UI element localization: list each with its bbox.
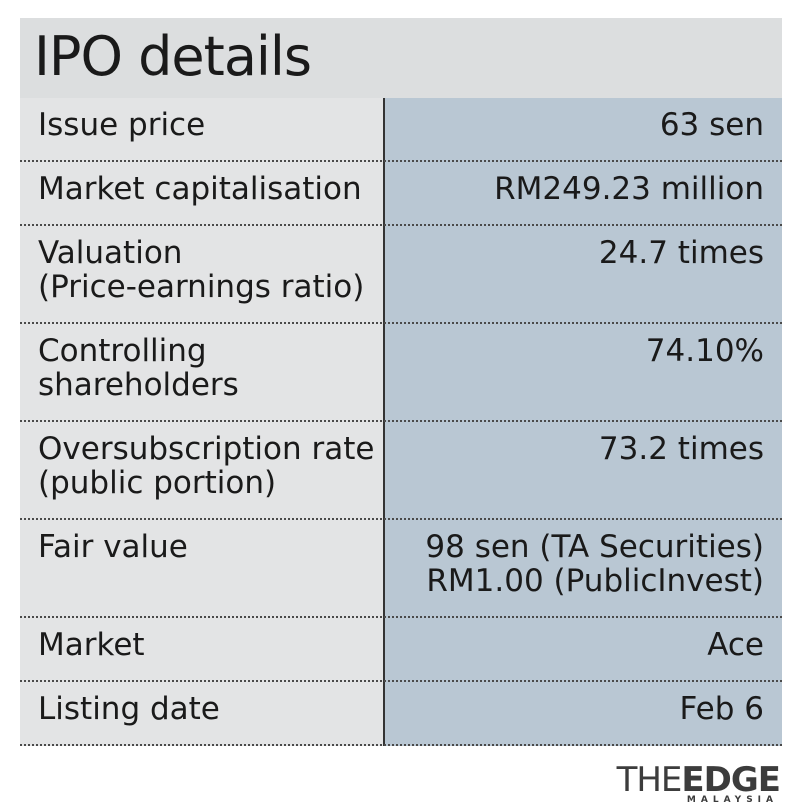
table-row: Controlling shareholders 74.10%	[20, 324, 782, 422]
label-line: Valuation	[38, 235, 183, 271]
column-divider	[383, 422, 385, 520]
row-label: Fair value	[20, 520, 383, 618]
row-label: Valuation (Price-earnings ratio)	[20, 226, 383, 324]
table-row: Oversubscription rate (public portion) 7…	[20, 422, 782, 520]
column-divider	[383, 682, 385, 746]
value-line: 74.10%	[645, 333, 764, 369]
value-line: 63 sen	[659, 107, 764, 143]
label-line: (public portion)	[38, 465, 277, 501]
value-line: RM249.23 million	[494, 171, 764, 207]
row-value: 24.7 times	[385, 226, 782, 324]
value-line: Feb 6	[679, 691, 764, 727]
page-title: IPO details	[34, 25, 312, 88]
row-label: Controlling shareholders	[20, 324, 383, 422]
row-value: Feb 6	[385, 682, 782, 746]
value-line: Ace	[707, 627, 764, 663]
logo-subtitle: MALAYSIA	[686, 795, 778, 805]
label-line: shareholders	[38, 367, 239, 403]
row-value: 73.2 times	[385, 422, 782, 520]
value-line: 24.7 times	[598, 235, 764, 271]
label-line: Oversubscription rate	[38, 431, 375, 467]
row-value: RM249.23 million	[385, 162, 782, 226]
label-line: (Price-earnings ratio)	[38, 269, 365, 305]
label-line: Market capitalisation	[38, 171, 362, 207]
value-line: 98 sen (TA Securities)	[425, 529, 764, 565]
table-row: Market capitalisation RM249.23 million	[20, 162, 782, 226]
table-row: Issue price 63 sen	[20, 98, 782, 162]
logo-wordmark: THEEDGE	[616, 760, 781, 800]
table-row: Listing date Feb 6	[20, 682, 782, 746]
table-row: Fair value 98 sen (TA Securities) RM1.00…	[20, 520, 782, 618]
ipo-details-card: IPO details Issue price 63 sen Market ca…	[20, 18, 782, 746]
row-label: Oversubscription rate (public portion)	[20, 422, 383, 520]
row-value: 98 sen (TA Securities) RM1.00 (PublicInv…	[385, 520, 782, 618]
column-divider	[383, 226, 385, 324]
row-label: Market capitalisation	[20, 162, 383, 226]
table-row: Market Ace	[20, 618, 782, 682]
column-divider	[383, 162, 385, 226]
column-divider	[383, 324, 385, 422]
label-line: Controlling	[38, 333, 207, 369]
label-line: Fair value	[38, 529, 188, 565]
logo-the: THE	[616, 760, 683, 800]
the-edge-logo: THEEDGE MALAYSIA	[580, 760, 781, 805]
label-line: Issue price	[38, 107, 206, 143]
row-label: Issue price	[20, 98, 383, 162]
label-line: Listing date	[38, 691, 220, 727]
logo-edge: EDGE	[681, 760, 781, 800]
table-row: Valuation (Price-earnings ratio) 24.7 ti…	[20, 226, 782, 324]
row-value: 63 sen	[385, 98, 782, 162]
column-divider	[383, 618, 385, 682]
details-table: Issue price 63 sen Market capitalisation…	[20, 98, 782, 746]
column-divider	[383, 520, 385, 618]
title-bar: IPO details	[20, 18, 782, 98]
row-value: 74.10%	[385, 324, 782, 422]
value-line: 73.2 times	[598, 431, 764, 467]
label-line: Market	[38, 627, 145, 663]
row-label: Market	[20, 618, 383, 682]
column-divider	[383, 98, 385, 162]
row-label: Listing date	[20, 682, 383, 746]
value-line: RM1.00 (PublicInvest)	[426, 563, 764, 599]
row-value: Ace	[385, 618, 782, 682]
